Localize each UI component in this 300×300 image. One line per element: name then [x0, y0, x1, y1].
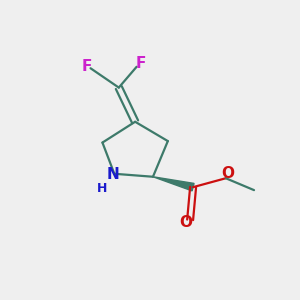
Polygon shape — [153, 177, 194, 191]
Text: F: F — [136, 56, 146, 71]
Text: N: N — [106, 167, 119, 182]
Text: O: O — [222, 166, 235, 181]
Text: H: H — [97, 182, 107, 194]
Text: O: O — [179, 215, 192, 230]
Text: F: F — [82, 59, 92, 74]
